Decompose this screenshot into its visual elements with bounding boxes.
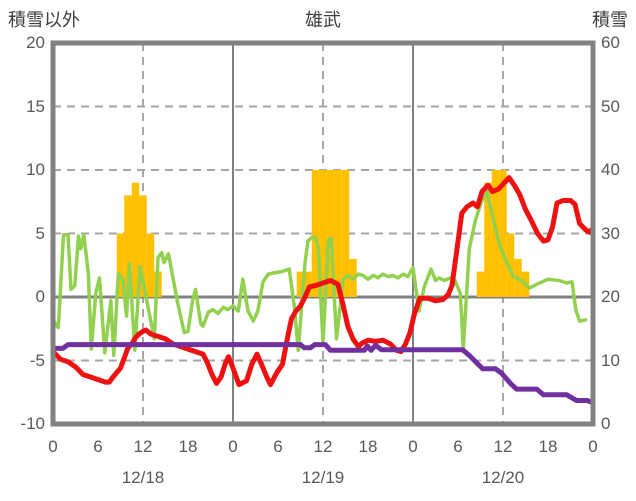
right-axis-tick: 0: [601, 414, 611, 433]
chart-title: 雄武: [305, 10, 341, 30]
snowfall-bar: [334, 170, 342, 297]
right-axis-tick: 60: [601, 33, 620, 52]
hour-tick: 6: [453, 437, 463, 456]
snowfall-bar: [146, 233, 155, 297]
date-label: 12/18: [121, 468, 165, 487]
date-label: 12/19: [301, 468, 345, 487]
snowfall-bar: [506, 233, 515, 297]
date-label: 12/20: [481, 468, 525, 487]
left-axis-tick: 0: [35, 287, 45, 306]
snowfall-bar: [116, 233, 125, 297]
purple-line: [50, 342, 595, 405]
right-axis-tick: 50: [601, 96, 620, 116]
snowfall-bar: [476, 271, 485, 297]
left-axis-tick: 5: [35, 223, 45, 243]
hour-tick: 18: [358, 437, 378, 456]
hour-tick: 18: [538, 437, 558, 456]
snowfall-bar: [311, 170, 320, 297]
left-axis-tick: 20: [26, 33, 45, 52]
snowfall-bar: [304, 271, 312, 297]
hour-tick: 0: [228, 437, 238, 456]
hour-tick: 0: [408, 437, 418, 456]
hour-tick: 12: [313, 437, 333, 456]
right-axis-tick: 20: [601, 287, 620, 306]
hour-tick: 18: [178, 437, 198, 456]
green-line: [51, 188, 588, 358]
red-line: [50, 175, 596, 388]
snowfall-bar: [139, 195, 147, 297]
snowfall-bar: [319, 170, 327, 297]
hour-tick: 6: [93, 437, 103, 456]
left-axis-tick: 15: [26, 96, 45, 116]
snowfall-bar: [341, 170, 350, 297]
snowfall-bar: [484, 182, 492, 297]
hour-tick: 12: [493, 437, 513, 456]
left-axis-title: 積雪以外: [8, 10, 80, 30]
left-axis-tick: 10: [26, 160, 45, 179]
snowfall-bar: [124, 195, 132, 297]
snowfall-bar: [296, 271, 305, 297]
left-axis-tick: -5: [29, 350, 45, 370]
snowfall-bar: [326, 170, 335, 297]
hour-tick: 0: [48, 437, 58, 456]
hour-tick: 6: [273, 437, 283, 456]
hour-tick: 12: [133, 437, 153, 456]
plot-border: [50, 40, 596, 427]
right-axis-tick: 10: [601, 350, 620, 370]
snowfall-bar: [131, 182, 140, 297]
hour-tick: 0: [588, 437, 598, 456]
left-axis-tick: -10: [20, 414, 45, 433]
right-axis-title: 積雪: [592, 10, 628, 30]
snowfall-bar: [499, 170, 507, 297]
right-axis-tick: 30: [601, 223, 620, 243]
right-axis-tick: 40: [601, 160, 620, 179]
